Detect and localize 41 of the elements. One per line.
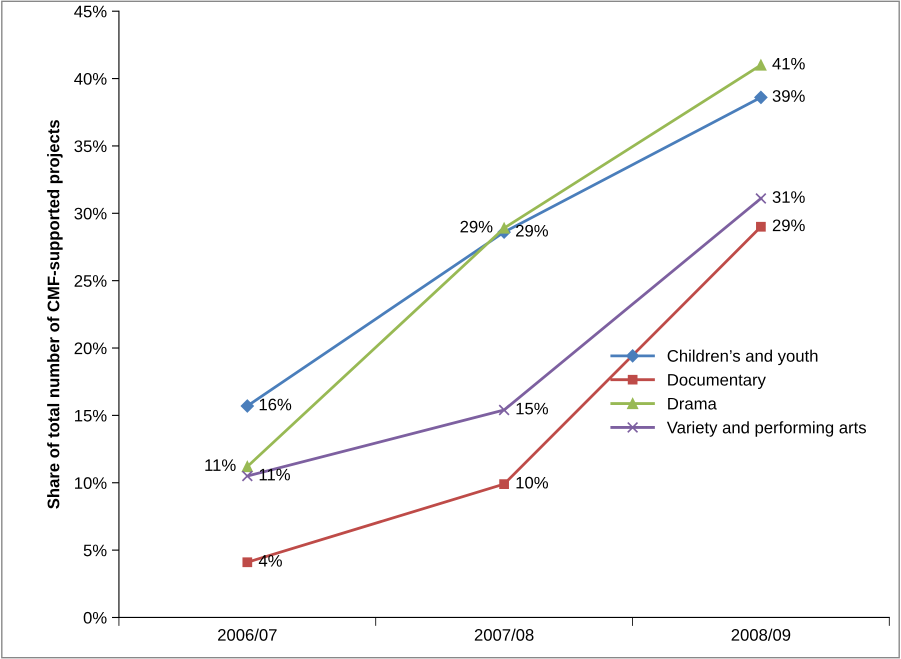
point bbox=[755, 192, 767, 204]
x-tick-label: 2007/08 bbox=[474, 628, 534, 641]
data-label: 11% bbox=[205, 459, 236, 471]
x-tick-label: 2008/09 bbox=[732, 628, 790, 641]
data-label: 39% bbox=[772, 90, 805, 102]
y-axis-title: Share of total number of CMF-supported projects bbox=[47, 120, 63, 509]
point bbox=[498, 404, 510, 416]
y-tick-label: 5% bbox=[84, 544, 107, 556]
data-label: 4% bbox=[258, 554, 282, 567]
point bbox=[756, 222, 766, 232]
point bbox=[242, 470, 254, 482]
data-label: 29% bbox=[772, 219, 805, 232]
data-label: 29% bbox=[516, 224, 548, 237]
point bbox=[242, 557, 252, 568]
data-label: 16% bbox=[260, 398, 292, 410]
data-label: 41% bbox=[772, 58, 805, 70]
data-label: 10% bbox=[516, 476, 548, 489]
point bbox=[242, 461, 253, 472]
point bbox=[754, 90, 768, 104]
point bbox=[755, 60, 766, 71]
data-label: 29% bbox=[460, 220, 492, 233]
y-tick-label: 25% bbox=[74, 275, 107, 287]
y-tick-label: 40% bbox=[74, 72, 107, 85]
y-tick-label: 20% bbox=[74, 342, 107, 354]
point bbox=[498, 222, 510, 234]
point bbox=[240, 399, 254, 413]
legend-label: Children’s and youth bbox=[668, 350, 818, 366]
y-tick-label: 35% bbox=[74, 140, 107, 152]
y-tick-label: 45% bbox=[74, 6, 107, 18]
legend-label: Variety and performing arts bbox=[666, 421, 866, 437]
y-tick-label: 0% bbox=[84, 612, 107, 624]
point bbox=[499, 479, 509, 489]
data-label: 31% bbox=[772, 191, 805, 203]
x-tick-label: 2006/07 bbox=[218, 628, 277, 641]
legend-label: Documentary bbox=[668, 374, 766, 389]
data-label: 15% bbox=[516, 402, 548, 414]
y-tick-label: 30% bbox=[74, 208, 107, 220]
y-tick-label: 15% bbox=[75, 410, 107, 422]
data-label: 11% bbox=[260, 468, 290, 480]
legend-label: Drama bbox=[668, 398, 717, 410]
y-tick-label: 10% bbox=[75, 477, 107, 489]
